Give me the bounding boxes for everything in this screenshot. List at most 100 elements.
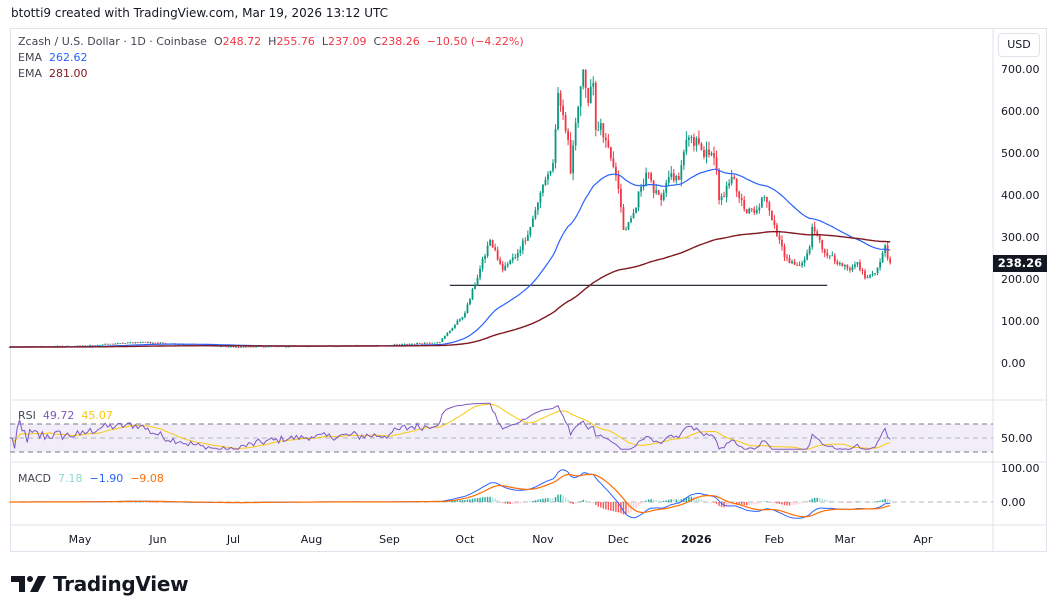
macd-hist-bar — [471, 498, 474, 502]
candle-body — [469, 298, 471, 305]
open-value: 248.72 — [222, 35, 262, 48]
candle — [886, 242, 889, 261]
macd-hist-bar — [834, 501, 836, 502]
candle — [471, 287, 474, 301]
rsi-legend[interactable]: RSI 49.72 45.07 — [18, 409, 113, 422]
candle — [670, 166, 673, 180]
candle — [745, 209, 748, 214]
candle — [441, 337, 444, 343]
candle-body — [501, 263, 504, 271]
macd-hist-bar — [137, 501, 139, 503]
candle-body — [569, 139, 572, 174]
macd-hist-bar — [129, 501, 132, 503]
macd-signal-line — [9, 473, 891, 518]
candle — [501, 261, 504, 273]
candle-body — [730, 176, 733, 184]
macd-hist-bar — [816, 497, 818, 502]
macd-hist-bar — [678, 499, 680, 502]
candle-body — [260, 346, 263, 348]
macd-hist-bar — [738, 502, 740, 505]
candle-body — [484, 256, 486, 259]
candle — [859, 259, 861, 272]
macd-hist-bar — [720, 502, 723, 507]
macd-hist-bar — [650, 499, 652, 502]
macd-hist-bar — [836, 501, 839, 503]
candle — [602, 122, 605, 143]
candle-body — [126, 342, 129, 344]
candle-body — [499, 259, 502, 264]
candle — [592, 76, 595, 96]
ema-label: EMA — [18, 51, 42, 64]
macd-hist-bar — [673, 499, 675, 502]
candle-body — [579, 86, 582, 107]
candle — [418, 342, 421, 344]
macd-hist-bar — [876, 501, 879, 502]
macd-hist-bar — [743, 502, 745, 506]
candle — [529, 226, 532, 238]
macd-hist-bar — [585, 500, 587, 502]
candle-body — [121, 343, 124, 344]
macd-hist-bar — [851, 502, 854, 503]
candle — [768, 200, 771, 216]
symbol-title[interactable]: Zcash / U.S. Dollar · 1D · Coinbase — [18, 35, 207, 48]
candle — [577, 105, 580, 128]
tradingview-logo[interactable]: TradingView — [11, 572, 189, 596]
candle-body — [630, 218, 632, 223]
macd-hist-bar — [718, 502, 720, 506]
candle-body — [788, 258, 791, 264]
candle — [871, 270, 874, 277]
candle — [154, 342, 157, 344]
candle-body — [745, 209, 748, 214]
ema-fast-legend[interactable]: EMA 262.62 — [18, 51, 87, 64]
macd-hist-bar — [778, 502, 781, 505]
candle — [693, 133, 695, 152]
candle-body — [159, 342, 162, 344]
macd-hist-bar — [486, 496, 489, 502]
candle — [230, 346, 232, 348]
candle — [662, 189, 665, 202]
candle — [464, 311, 466, 319]
candle-body — [851, 266, 854, 271]
candle-body — [232, 346, 235, 348]
candle — [426, 342, 429, 344]
price-tick: 200.00 — [1001, 273, 1040, 286]
candle-body — [144, 341, 147, 343]
macd-hist-bar — [771, 502, 773, 503]
candle — [672, 169, 675, 183]
candle — [547, 171, 549, 185]
macd-hist-bar — [124, 501, 126, 503]
macd-hist-bar — [610, 502, 612, 511]
candle-body — [542, 184, 544, 193]
candle — [720, 193, 723, 205]
candle-body — [459, 319, 461, 321]
macd-hist-bar — [839, 501, 841, 503]
candles — [8, 68, 892, 349]
candle — [131, 342, 134, 344]
candle-body — [252, 346, 255, 348]
candle — [776, 222, 778, 237]
candle — [836, 259, 839, 266]
macd-legend[interactable]: MACD 7.18 −1.90 −9.08 — [18, 472, 164, 485]
candle — [793, 258, 796, 266]
candle — [124, 342, 127, 344]
candle-body — [162, 342, 164, 344]
currency-button[interactable]: USD — [998, 33, 1040, 57]
candle-body — [242, 346, 245, 348]
time-tick: Feb — [765, 533, 784, 546]
price-tick: 600.00 — [1001, 105, 1040, 118]
macd-hist-bar — [162, 502, 164, 503]
candle-body — [615, 166, 617, 176]
candle-body — [471, 289, 474, 299]
candle — [594, 80, 597, 137]
ema-slow-legend[interactable]: EMA 281.00 — [18, 67, 87, 80]
price-tick: 0.00 — [1001, 357, 1026, 370]
macd-hist-bar — [149, 502, 152, 503]
candle — [848, 266, 851, 273]
candle-body — [136, 342, 139, 344]
macd-hist-bar — [796, 502, 798, 505]
candle — [703, 146, 705, 160]
candle — [881, 250, 884, 264]
macd-hist-bar — [154, 502, 157, 503]
candle — [750, 207, 753, 213]
